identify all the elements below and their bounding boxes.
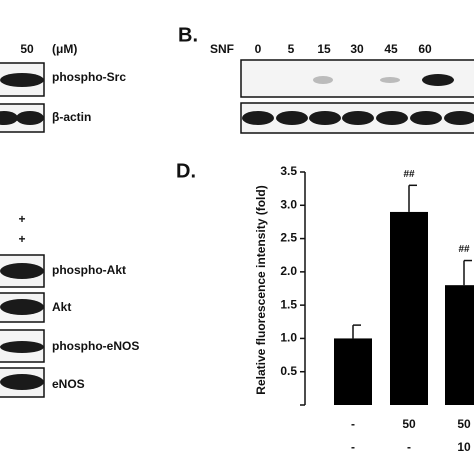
- x-tick-label: -: [407, 440, 411, 454]
- timepoint-label: 15: [317, 42, 331, 56]
- unit-label: (μM): [52, 42, 77, 56]
- blot-band: [0, 111, 18, 125]
- blot-band: [0, 73, 44, 87]
- annotation: ##: [458, 244, 470, 255]
- sign: +: [18, 232, 25, 246]
- blot-band: [16, 111, 44, 125]
- dose-label: 50: [20, 42, 34, 56]
- bar: [334, 338, 372, 405]
- x-tick-label: -: [351, 417, 355, 431]
- blot-label: phospho-Src: [52, 70, 126, 84]
- blot-band: [422, 74, 454, 86]
- x-tick-label: 50: [402, 417, 416, 431]
- panel-label: B.: [178, 24, 198, 46]
- blot-label: Akt: [52, 300, 71, 314]
- blot-label: eNOS: [52, 377, 85, 391]
- timepoint-label: 45: [384, 42, 398, 56]
- blot-band: [313, 76, 333, 84]
- y-axis-title: Relative fluorescence intensity (fold): [254, 185, 268, 394]
- y-tick-label: 0.5: [280, 364, 297, 378]
- x-tick-label: -: [351, 440, 355, 454]
- y-tick-label: 3.0: [280, 197, 297, 211]
- y-tick-label: 2.5: [280, 231, 297, 245]
- blot-band: [0, 374, 44, 390]
- y-tick-label: 1.5: [280, 297, 297, 311]
- sign: +: [18, 212, 25, 226]
- blot-band: [0, 299, 44, 315]
- blot-band: [0, 263, 44, 279]
- timepoint-label: 0: [255, 42, 262, 56]
- y-tick-label: 2.0: [280, 264, 297, 278]
- blot-band: [380, 77, 400, 83]
- treatment-label: SNF: [210, 42, 234, 56]
- blot-label: β-actin: [52, 110, 91, 124]
- x-tick-label: 50: [457, 417, 471, 431]
- timepoint-label: 5: [288, 42, 295, 56]
- bar: [445, 285, 474, 405]
- bar: [390, 211, 428, 405]
- panel-label: D.: [176, 160, 196, 182]
- timepoint-label: 60: [418, 42, 432, 56]
- y-tick-label: 1.0: [280, 331, 297, 345]
- x-tick-label: 10: [457, 440, 471, 454]
- blot-band: [0, 341, 44, 353]
- y-tick-label: 3.5: [280, 164, 297, 178]
- annotation: ##: [403, 169, 415, 180]
- actin-bands: [242, 111, 474, 125]
- timepoint-label: 30: [350, 42, 364, 56]
- blot-label: phospho-eNOS: [52, 339, 139, 353]
- blot-label: phospho-Akt: [52, 263, 126, 277]
